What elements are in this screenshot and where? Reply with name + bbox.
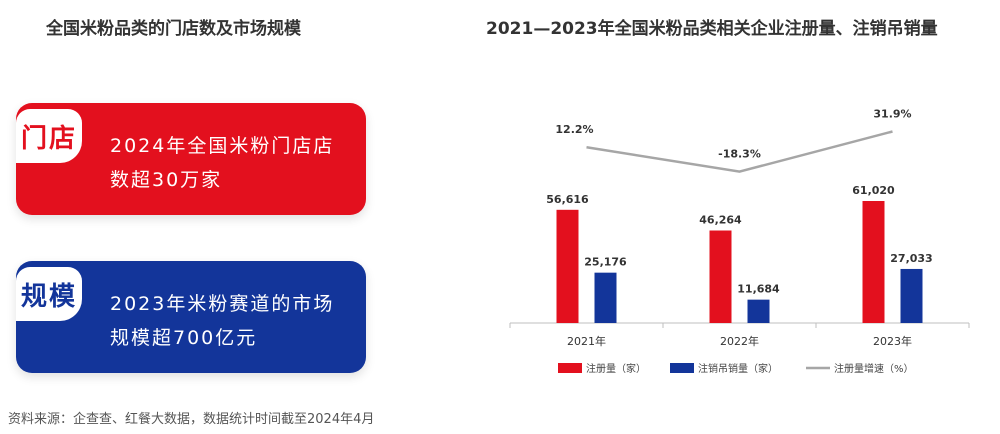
legend-cancellation-swatch — [670, 363, 694, 373]
store-count-text: 2024年全国米粉门店店数超30万家 — [110, 135, 335, 191]
registration-bar — [862, 201, 885, 323]
growth-rate-label: -18.3% — [718, 148, 761, 161]
growth-rate-line — [586, 130, 893, 173]
legend-cancellation-label: 注销吊销量（家） — [698, 362, 778, 375]
store-tag: 门店 — [16, 109, 82, 163]
growth-rate-label: 12.2% — [555, 123, 593, 136]
registration-value-label: 56,616 — [546, 193, 589, 206]
registration-value-label: 46,264 — [699, 214, 742, 227]
legend-registration-swatch — [558, 363, 582, 373]
market-size-card: 规模 2023年米粉赛道的市场规模超700亿元 — [16, 261, 366, 373]
cancellation-value-label: 27,033 — [890, 252, 932, 265]
cancellation-bar — [594, 272, 617, 323]
registration-bar — [709, 230, 732, 323]
right-chart-title: 2021—2023年全国米粉品类相关企业注册量、注销吊销量 — [486, 19, 938, 39]
x-tick-label: 2023年 — [873, 334, 912, 348]
market-size-text: 2023年米粉赛道的市场规模超700亿元 — [110, 293, 335, 349]
market-tag: 规模 — [16, 267, 82, 321]
store-count-card: 门店 2024年全国米粉门店店数超30万家 — [16, 103, 366, 215]
registration-value-label: 61,020 — [852, 184, 895, 197]
x-tick-label: 2021年 — [567, 334, 606, 348]
legend-registration-label: 注册量（家） — [586, 362, 646, 375]
x-tick-label: 2022年 — [720, 334, 759, 348]
legend-growth-rate-label: 注册量增速（%） — [834, 362, 914, 375]
cancellation-value-label: 11,684 — [737, 283, 780, 296]
cancellation-value-label: 25,176 — [584, 256, 627, 269]
cancellation-bar — [900, 268, 923, 323]
registration-chart: 56,616 25,176 2021年 46,264 11,684 2022年 61,020… — [509, 107, 970, 375]
source-note: 资料来源：企查查、红餐大数据，数据统计时间截至2024年4月 — [8, 412, 375, 427]
left-chart-title: 全国米粉品类的门店数及市场规模 — [46, 19, 301, 39]
registration-bar — [556, 209, 579, 323]
cancellation-bar — [747, 299, 770, 323]
growth-rate-label: 31.9% — [873, 107, 911, 120]
